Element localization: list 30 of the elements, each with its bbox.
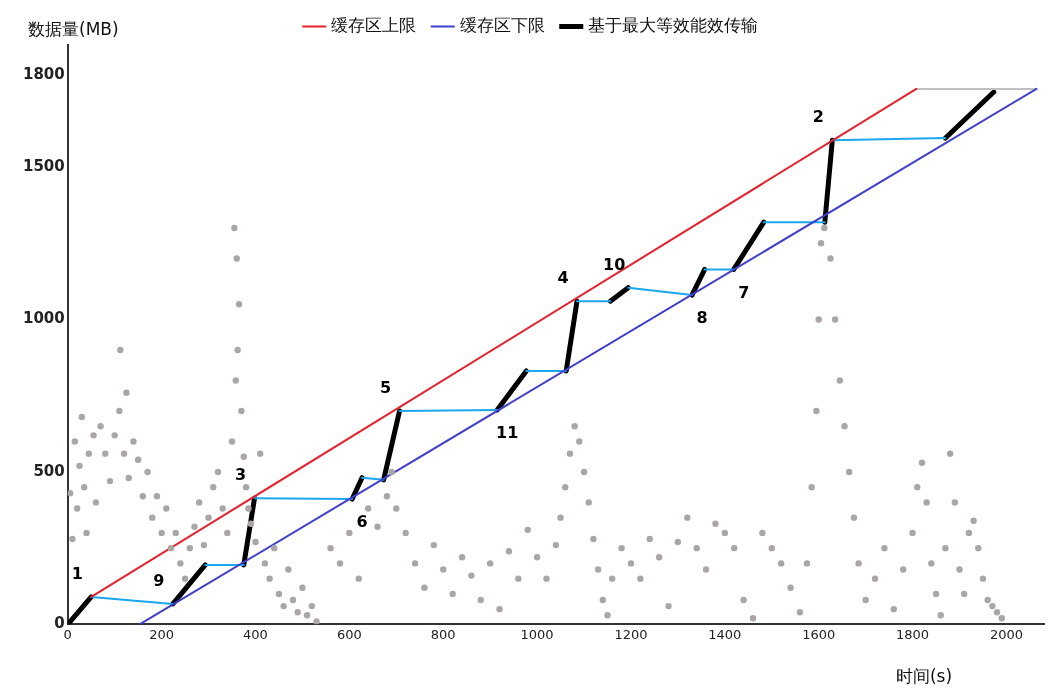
y-axis-title: 数据量(MB) [28,19,119,40]
y-tick-label: 1500 [23,156,65,175]
annotation: 4 [557,268,569,288]
annotation: 11 [496,423,519,443]
y-tick-label: 500 [33,461,65,480]
annotation: 6 [356,512,368,532]
y-tick-label: 1800 [23,65,65,84]
annotation: 3 [234,465,247,485]
x-tick-label: 600 [336,626,362,642]
x-tick-label: 200 [149,626,175,642]
annotation: 2 [812,107,824,127]
x-tick-label: 1400 [708,626,742,642]
annotation: 8 [696,308,708,328]
annotation: 7 [738,282,750,302]
annotation: 1 [71,564,83,584]
annotation: 10 [603,254,626,274]
x-tick-label: 2000 [989,626,1023,642]
x-tick-label: 1200 [614,626,648,642]
legend-label: 缓存区下限 [459,14,545,35]
legend-label: 基于最大等效能效传输 [588,14,759,35]
y-tick-label: 1000 [23,309,65,328]
annotation: 5 [380,378,392,398]
annotation: 9 [153,571,165,591]
x-tick-label: 400 [243,626,268,642]
x-tick-label: 1800 [896,626,930,642]
x-axis-title: 时间(s) [895,666,953,687]
x-tick-label: 1600 [802,626,836,642]
x-tick-label: 1000 [520,626,554,642]
x-tick-label: 800 [430,626,456,642]
legend-label: 缓存区上限 [331,14,417,35]
